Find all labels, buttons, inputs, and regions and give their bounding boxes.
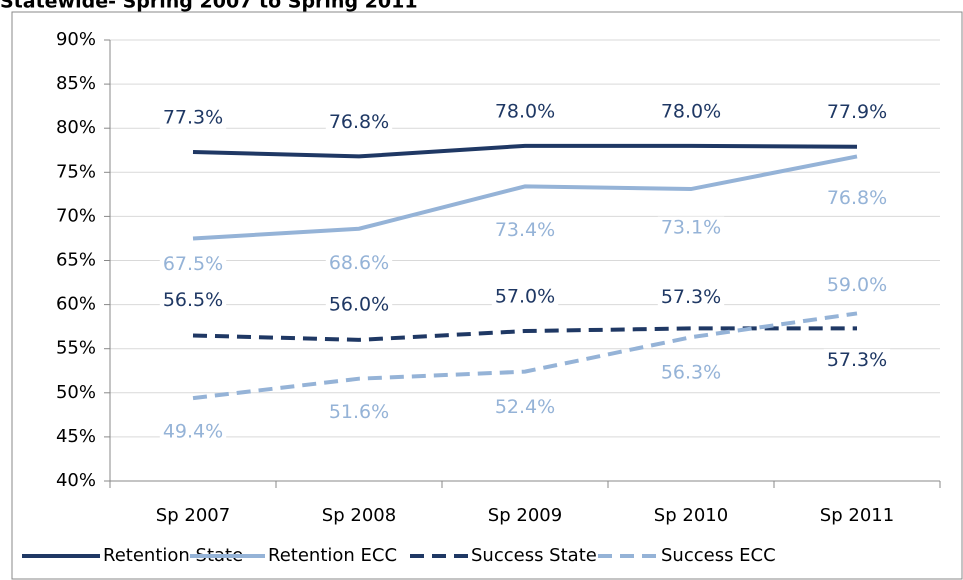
data-label: 67.5% <box>163 253 223 275</box>
label-bg <box>325 401 393 424</box>
label-bg <box>491 396 559 419</box>
chart-frame <box>11 11 963 580</box>
data-label: 57.3% <box>827 349 887 371</box>
y-tick-label: 65% <box>56 250 96 271</box>
data-label: 49.4% <box>163 421 223 443</box>
legend-label: Success ECC <box>661 545 776 566</box>
data-label: 56.5% <box>163 289 223 311</box>
label-bg <box>823 101 891 124</box>
data-label: 76.8% <box>827 187 887 209</box>
data-label: 57.3% <box>661 286 721 308</box>
data-label: 73.1% <box>661 217 721 239</box>
y-tick-label: 55% <box>56 338 96 359</box>
x-tick-label: Sp 2007 <box>156 505 230 526</box>
label-bg <box>491 285 559 308</box>
chart-title: Statewide- Spring 2007 to Spring 2011 <box>0 0 418 13</box>
y-tick-label: 70% <box>56 205 96 226</box>
label-bg <box>657 361 725 384</box>
y-tick-label: 85% <box>56 73 96 94</box>
data-label: 56.0% <box>329 293 389 315</box>
y-tick-label: 75% <box>56 161 96 182</box>
y-tick-label: 90% <box>56 29 96 50</box>
legend-label: Success State <box>471 545 597 566</box>
label-bg <box>657 216 725 239</box>
y-tick-label: 60% <box>56 294 96 315</box>
x-tick-label: Sp 2008 <box>322 505 396 526</box>
label-bg <box>325 252 393 275</box>
label-bg <box>325 293 393 316</box>
y-tick-label: 80% <box>56 117 96 138</box>
data-label: 78.0% <box>495 100 555 122</box>
label-bg <box>657 285 725 308</box>
label-bg <box>159 420 227 443</box>
data-label: 52.4% <box>495 396 555 418</box>
x-tick-label: Sp 2010 <box>654 505 728 526</box>
label-bg <box>159 106 227 129</box>
data-label: 73.4% <box>495 219 555 241</box>
data-label: 59.0% <box>827 274 887 296</box>
data-label: 76.8% <box>329 111 389 133</box>
label-bg <box>491 100 559 123</box>
data-label: 56.3% <box>661 362 721 384</box>
legend-label: Retention State <box>103 545 243 566</box>
label-bg <box>823 186 891 209</box>
label-bg <box>823 273 891 296</box>
x-tick-label: Sp 2009 <box>488 505 562 526</box>
y-tick-label: 40% <box>56 470 96 491</box>
y-tick-label: 50% <box>56 382 96 403</box>
legend-label: Retention ECC <box>268 545 397 566</box>
series-line <box>192 311 858 401</box>
y-tick-label: 45% <box>56 426 96 447</box>
data-label: 78.0% <box>661 100 721 122</box>
data-label: 77.3% <box>163 107 223 129</box>
label-bg <box>159 252 227 275</box>
label-bg <box>823 348 891 371</box>
label-bg <box>159 288 227 311</box>
data-label: 57.0% <box>495 286 555 308</box>
data-label: 77.9% <box>827 101 887 123</box>
data-label: 68.6% <box>329 252 389 274</box>
data-label: 51.6% <box>329 401 389 423</box>
label-bg <box>325 110 393 133</box>
label-bg <box>491 218 559 241</box>
series-line <box>192 154 858 241</box>
series-line <box>192 143 858 159</box>
label-bg <box>657 100 725 123</box>
x-tick-label: Sp 2011 <box>820 505 894 526</box>
